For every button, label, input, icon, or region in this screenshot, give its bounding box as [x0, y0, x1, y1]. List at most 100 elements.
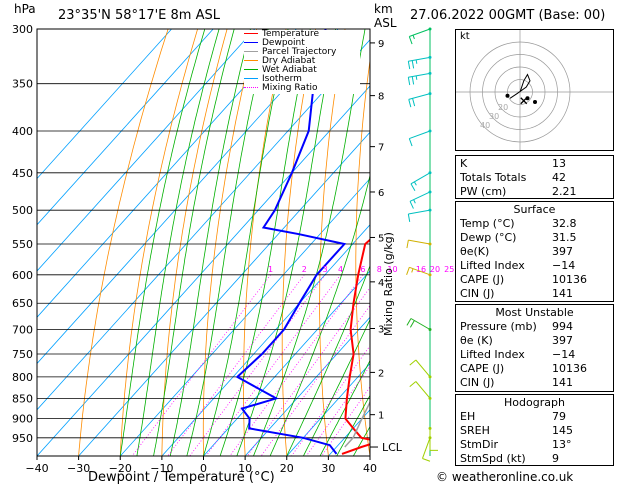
x-tick-label: −40	[25, 462, 48, 475]
wet-adiabat-line	[153, 29, 235, 456]
pressure-tick-label: 750	[12, 348, 33, 361]
x-tick-label: 30	[321, 462, 335, 475]
row-value: 397	[552, 245, 573, 258]
profile-dewpoint	[235, 29, 347, 455]
row-label: Totals Totals	[460, 171, 527, 184]
profile-temperature	[341, 238, 370, 455]
panel-row: Dewp (°C) 31.5	[460, 231, 611, 245]
mixing-ratio-line	[306, 365, 370, 456]
wet-adiabat-line	[336, 394, 370, 456]
row-value: −14	[552, 259, 576, 272]
row-value: 10136	[552, 362, 587, 375]
mixing-ratio-label: 2	[302, 265, 307, 274]
row-value: −14	[552, 348, 576, 361]
isotherm-line	[37, 29, 172, 180]
row-label: CAPE (J)	[460, 273, 505, 286]
pressure-tick-label: 800	[12, 371, 33, 384]
legend-swatch	[244, 69, 258, 70]
legend-label: Dewpoint	[262, 38, 305, 48]
pressure-tick-label: 400	[12, 125, 33, 138]
panel-title: Surface	[513, 203, 556, 216]
x-tick-label: −20	[109, 462, 132, 475]
wind-barb	[406, 318, 432, 332]
pressure-tick-label: 850	[12, 392, 33, 405]
row-label: θe (K)	[460, 334, 493, 347]
panel-row: CAPE (J) 10136	[460, 273, 611, 287]
row-label: StmDir	[460, 438, 499, 451]
km-tick-label: 9	[378, 39, 384, 50]
legend-item: Temperature	[244, 30, 319, 39]
height-unit-label-asl: ASL	[374, 16, 397, 30]
mixing-ratio-label: 16	[416, 265, 426, 274]
wet-adiabat-line	[319, 359, 370, 456]
mixing-ratio-line	[260, 304, 370, 456]
hodograph-mark	[533, 100, 537, 104]
legend-item: Parcel Trajectory	[244, 48, 336, 57]
hodograph-panel: kt 40 30 20	[455, 29, 614, 151]
x-axis-label: Dewpoint / Temperature (°C)	[88, 470, 275, 485]
row-label: SREH	[460, 424, 490, 437]
hodograph-unit-label: kt	[460, 31, 470, 42]
row-value: 141	[552, 376, 573, 389]
legend-swatch	[244, 87, 258, 88]
row-label: Pressure (mb)	[460, 320, 537, 333]
row-label: CIN (J)	[460, 287, 495, 300]
km-tick-label: 4	[378, 278, 384, 289]
mixing-ratio-label: 3	[323, 265, 328, 274]
pressure-tick-label: 600	[12, 269, 33, 282]
most-unstable-panel: Most Unstable Pressure (mb) 994 θe (K) 397 Li…	[455, 304, 614, 392]
legend-label: Dry Adiabat	[262, 56, 316, 66]
height-unit-label: km	[374, 2, 393, 16]
km-tick-label: 7	[378, 143, 384, 154]
x-tick-label: 40	[363, 462, 377, 475]
wind-barb	[422, 436, 432, 462]
row-label: K	[460, 157, 468, 170]
legend-swatch	[244, 33, 258, 34]
panel-row: Lifted Index −14	[460, 259, 611, 273]
indices-panel: K 13 Totals Totals 42 PW (cm) 2.21	[455, 155, 614, 199]
legend-item: Mixing Ratio	[244, 84, 317, 93]
panel-row: CIN (J) 141	[460, 376, 611, 390]
hodograph-ring-label: 40	[480, 121, 490, 130]
dry-adiabat-line	[119, 29, 198, 456]
wet-adiabat-line	[303, 318, 370, 456]
mixing-ratio-label: 25	[444, 265, 454, 274]
legend-swatch	[244, 42, 258, 43]
datetime-label: 27.06.2022 00GMT (Base: 00)	[410, 8, 606, 23]
panel-row: Lifted Index −14	[460, 348, 611, 362]
dry-adiabat-line	[78, 29, 169, 456]
location-label: 23°35'N 58°17'E 8m ASL	[58, 8, 220, 23]
wind-barb	[407, 71, 432, 86]
panel-row: K 13	[460, 157, 611, 171]
hodograph-mark	[525, 96, 530, 101]
wind-barb	[407, 55, 432, 70]
row-label: θe(K)	[460, 245, 490, 258]
panel-row: Totals Totals 42	[460, 171, 611, 185]
row-value: 31.5	[552, 231, 577, 244]
x-tick-label: 10	[238, 462, 252, 475]
wind-barb	[428, 426, 438, 451]
row-label: CIN (J)	[460, 376, 495, 389]
mixing-ratio-label: 10	[387, 265, 397, 274]
x-tick-label: −30	[67, 462, 90, 475]
wind-barb	[409, 381, 432, 400]
km-tick-label: 1	[378, 411, 384, 422]
hodograph-ring-label: 30	[489, 112, 499, 121]
mixing-ratio-label: 6	[360, 265, 365, 274]
x-tick-label: 20	[280, 462, 294, 475]
plot-area	[37, 29, 370, 456]
row-label: Lifted Index	[460, 348, 525, 361]
wind-barb	[406, 266, 432, 277]
km-tick-label: 8	[378, 92, 384, 103]
mixing-ratio-line	[167, 274, 305, 456]
row-label: Dewp (°C)	[460, 231, 517, 244]
profile-parcel-trajectory	[344, 400, 370, 448]
legend-label: Parcel Trajectory	[262, 47, 337, 57]
row-value: 9	[552, 452, 559, 465]
panel-row: Temp (°C) 32.8	[460, 217, 611, 231]
isotherm-line	[37, 29, 214, 226]
mixing-ratio-label: 4	[338, 265, 343, 274]
legend-swatch	[244, 51, 258, 52]
wind-barb	[408, 92, 432, 108]
